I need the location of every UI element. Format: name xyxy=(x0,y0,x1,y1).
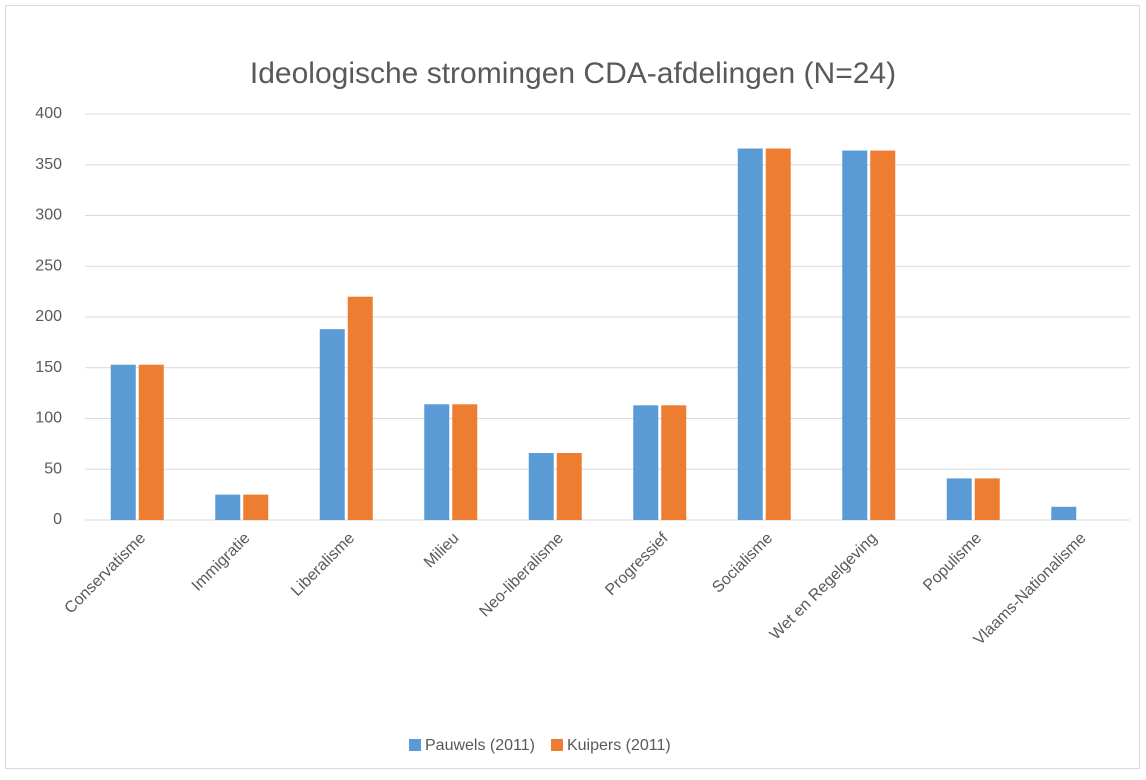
y-tick-label: 300 xyxy=(35,207,62,224)
bar xyxy=(946,478,972,520)
y-tick-label: 50 xyxy=(44,460,62,477)
bar xyxy=(842,150,868,521)
bar xyxy=(661,405,687,520)
y-tick-label: 350 xyxy=(35,156,62,173)
bar xyxy=(110,364,136,520)
bar xyxy=(243,494,269,520)
y-tick-label: 250 xyxy=(35,257,62,274)
bar xyxy=(974,478,1000,520)
bar xyxy=(319,329,345,520)
y-tick-label: 400 xyxy=(35,105,62,122)
y-tick-label: 0 xyxy=(53,511,62,528)
bar xyxy=(424,404,450,520)
bar xyxy=(870,150,896,521)
legend-label: Pauwels (2011) xyxy=(425,737,535,754)
y-tick-label: 100 xyxy=(35,410,62,427)
bar xyxy=(765,148,791,520)
legend-swatch xyxy=(409,739,421,751)
bar xyxy=(633,405,659,520)
legend-swatch xyxy=(550,739,563,751)
y-tick-label: 150 xyxy=(35,359,62,376)
legend-label: Kuipers (2011) xyxy=(567,737,671,754)
bar xyxy=(528,453,554,520)
bar xyxy=(347,296,373,520)
bar xyxy=(556,453,582,520)
bar xyxy=(215,494,241,520)
y-tick-label: 200 xyxy=(35,308,62,325)
bar xyxy=(737,148,763,520)
bar xyxy=(138,364,164,520)
bar xyxy=(452,404,478,520)
chart-title: Ideologische stromingen CDA-afdelingen (… xyxy=(250,57,896,90)
chart-border xyxy=(5,5,1140,769)
bar xyxy=(1051,506,1077,520)
